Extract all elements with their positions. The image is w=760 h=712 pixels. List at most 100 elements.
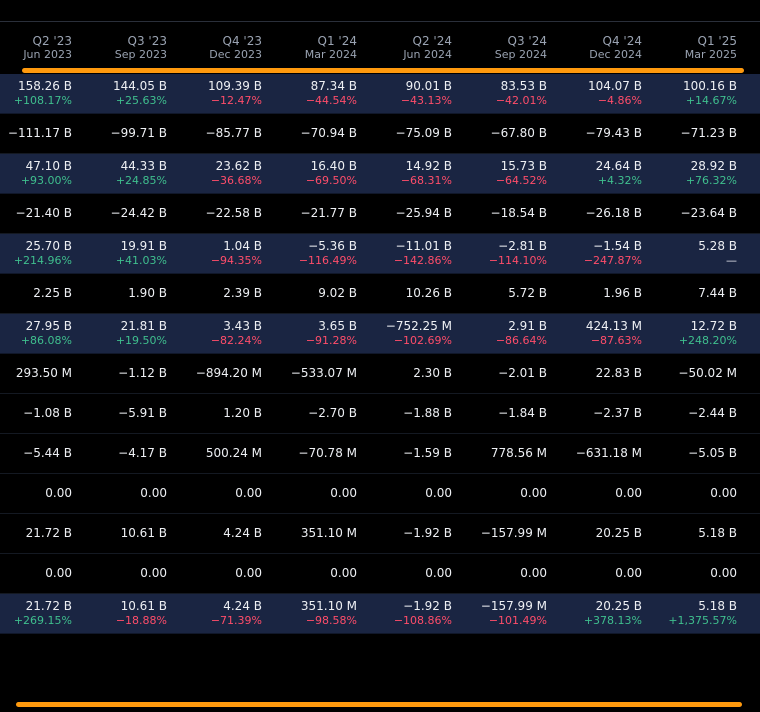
cell-change-percent: +93.00%: [20, 174, 72, 187]
table-cell: −5.05 B: [665, 446, 760, 461]
cell-change-percent: −12.47%: [210, 94, 262, 107]
table-cell: 0.00: [665, 566, 760, 581]
cell-value: −18.54 B: [490, 206, 547, 220]
table-row[interactable]: 21.72 B +269.15% 10.61 B −18.88% 4.24 B −71.3…: [0, 594, 760, 634]
header-top-border: [0, 21, 760, 22]
cell-value: 0.00: [425, 486, 452, 500]
table-cell: 9.02 B: [285, 286, 380, 301]
cell-value: 1.04 B: [223, 239, 262, 253]
cell-value: −2.37 B: [593, 406, 642, 420]
table-cell: −22.58 B: [190, 206, 285, 221]
column-header: Q2 '23 Jun 2023 Q3 '23 Sep 2023 Q4 '23 D…: [0, 22, 760, 72]
table-row[interactable]: −111.17 B −99.71 B −85.77 B −70.94 B −75.09 …: [0, 114, 760, 154]
cell-value: −1.12 B: [118, 366, 167, 380]
table-cell: 5.72 B: [475, 286, 570, 301]
table-row[interactable]: 47.10 B +93.00% 44.33 B +24.85% 23.62 B −36.6…: [0, 154, 760, 194]
cell-value: 10.61 B: [120, 526, 167, 540]
cell-change-percent: +248.20%: [678, 334, 737, 347]
table-cell: 15.73 B −64.52%: [475, 159, 570, 188]
cell-change-percent: −36.68%: [210, 174, 262, 187]
cell-value: 87.34 B: [310, 79, 357, 93]
column-header-cell[interactable]: Q4 '24 Dec 2024: [570, 22, 665, 72]
cell-value: 0.00: [330, 486, 357, 500]
table-row[interactable]: −5.44 B −4.17 B 500.24 M −70.78 M −1.59 B 778…: [0, 434, 760, 474]
cell-value: −21.40 B: [15, 206, 72, 220]
table-row[interactable]: 27.95 B +86.08% 21.81 B +19.50% 3.43 B −82.24…: [0, 314, 760, 354]
column-header-cell[interactable]: Q4 '23 Dec 2023: [190, 22, 285, 72]
cell-value: 27.95 B: [25, 319, 72, 333]
table-cell: −25.94 B: [380, 206, 475, 221]
cell-value: 19.91 B: [120, 239, 167, 253]
cell-change-percent: +214.96%: [13, 254, 72, 267]
cell-value: 109.39 B: [207, 79, 262, 93]
cell-change-percent: −4.86%: [597, 94, 642, 107]
table-cell: 21.72 B +269.15%: [0, 599, 95, 628]
column-header-cell[interactable]: Q3 '24 Sep 2024: [475, 22, 570, 72]
table-row[interactable]: 25.70 B +214.96% 19.91 B +41.03% 1.04 B −94.3…: [0, 234, 760, 274]
table-cell: 25.70 B +214.96%: [0, 239, 95, 268]
cell-value: 0.00: [45, 486, 72, 500]
column-header-cell[interactable]: Q2 '23 Jun 2023: [0, 22, 95, 72]
table-cell: 778.56 M: [475, 446, 570, 461]
table-cell: −70.94 B: [285, 126, 380, 141]
cell-value: −26.18 B: [585, 206, 642, 220]
cell-value: 3.65 B: [318, 319, 357, 333]
cell-change-percent: +76.32%: [685, 174, 737, 187]
cell-change-percent: −247.87%: [583, 254, 642, 267]
table-cell: −79.43 B: [570, 126, 665, 141]
table-cell: 0.00: [570, 566, 665, 581]
cell-value: 0.00: [710, 486, 737, 500]
table-cell: −11.01 B −142.86%: [380, 239, 475, 268]
table-cell: 16.40 B −69.50%: [285, 159, 380, 188]
column-header-cell[interactable]: Q1 '25 Mar 2025: [665, 22, 760, 72]
cell-value: 5.72 B: [508, 286, 547, 300]
quarter-label: Q2 '24: [412, 34, 452, 48]
cell-change-percent: +86.08%: [20, 334, 72, 347]
table-cell: 158.26 B +108.17%: [0, 79, 95, 108]
table-cell: −1.88 B: [380, 406, 475, 421]
cell-value: −157.99 M: [480, 526, 547, 540]
cell-value: 104.07 B: [587, 79, 642, 93]
table-cell: 0.00: [95, 566, 190, 581]
table-cell: 0.00: [0, 566, 95, 581]
table-cell: −5.36 B −116.49%: [285, 239, 380, 268]
table-cell: −67.80 B: [475, 126, 570, 141]
column-header-cell[interactable]: Q1 '24 Mar 2024: [285, 22, 380, 72]
table-cell: 21.81 B +19.50%: [95, 319, 190, 348]
cell-change-percent: −94.35%: [210, 254, 262, 267]
period-date: Dec 2024: [589, 48, 642, 61]
cell-change-percent: −86.64%: [495, 334, 547, 347]
table-cell: −157.99 M −101.49%: [475, 599, 570, 628]
table-cell: −1.08 B: [0, 406, 95, 421]
table-row[interactable]: 2.25 B 1.90 B 2.39 B 9.02 B 10.26 B 5.72 B 1.9…: [0, 274, 760, 314]
table-cell: −71.23 B: [665, 126, 760, 141]
table-row[interactable]: 21.72 B 10.61 B 4.24 B 351.10 M −1.92 B −157.…: [0, 514, 760, 554]
table-cell: −752.25 M −102.69%: [380, 319, 475, 348]
cell-value: 12.72 B: [690, 319, 737, 333]
cell-value: −5.44 B: [23, 446, 72, 460]
cell-change-percent: −64.52%: [495, 174, 547, 187]
cell-change-percent: −108.86%: [393, 614, 452, 627]
table-row[interactable]: 0.00 0.00 0.00 0.00 0.00 0.00 0.00 0.00: [0, 474, 760, 514]
cell-value: −21.77 B: [300, 206, 357, 220]
column-header-cell[interactable]: Q2 '24 Jun 2024: [380, 22, 475, 72]
cell-value: −5.91 B: [118, 406, 167, 420]
table-row[interactable]: −21.40 B −24.42 B −22.58 B −21.77 B −25.94 B…: [0, 194, 760, 234]
table-row[interactable]: 158.26 B +108.17% 144.05 B +25.63% 109.39 B −…: [0, 74, 760, 114]
cell-change-percent: −102.69%: [393, 334, 452, 347]
table-cell: −50.02 M: [665, 366, 760, 381]
cell-value: 21.72 B: [25, 599, 72, 613]
table-cell: −21.77 B: [285, 206, 380, 221]
table-cell: 21.72 B: [0, 526, 95, 541]
column-header-cell[interactable]: Q3 '23 Sep 2023: [95, 22, 190, 72]
table-cell: 1.04 B −94.35%: [190, 239, 285, 268]
table-row[interactable]: 0.00 0.00 0.00 0.00 0.00 0.00 0.00 0.00: [0, 554, 760, 594]
cell-value: −85.77 B: [205, 126, 262, 140]
table-cell: 20.25 B: [570, 526, 665, 541]
table-row[interactable]: 293.50 M −1.12 B −894.20 M −533.07 M 2.30 B −…: [0, 354, 760, 394]
table-cell: −894.20 M: [190, 366, 285, 381]
cell-value: 20.25 B: [595, 526, 642, 540]
cell-value: 5.18 B: [698, 526, 737, 540]
table-row[interactable]: −1.08 B −5.91 B 1.20 B −2.70 B −1.88 B −1.84 …: [0, 394, 760, 434]
table-cell: 3.43 B −82.24%: [190, 319, 285, 348]
